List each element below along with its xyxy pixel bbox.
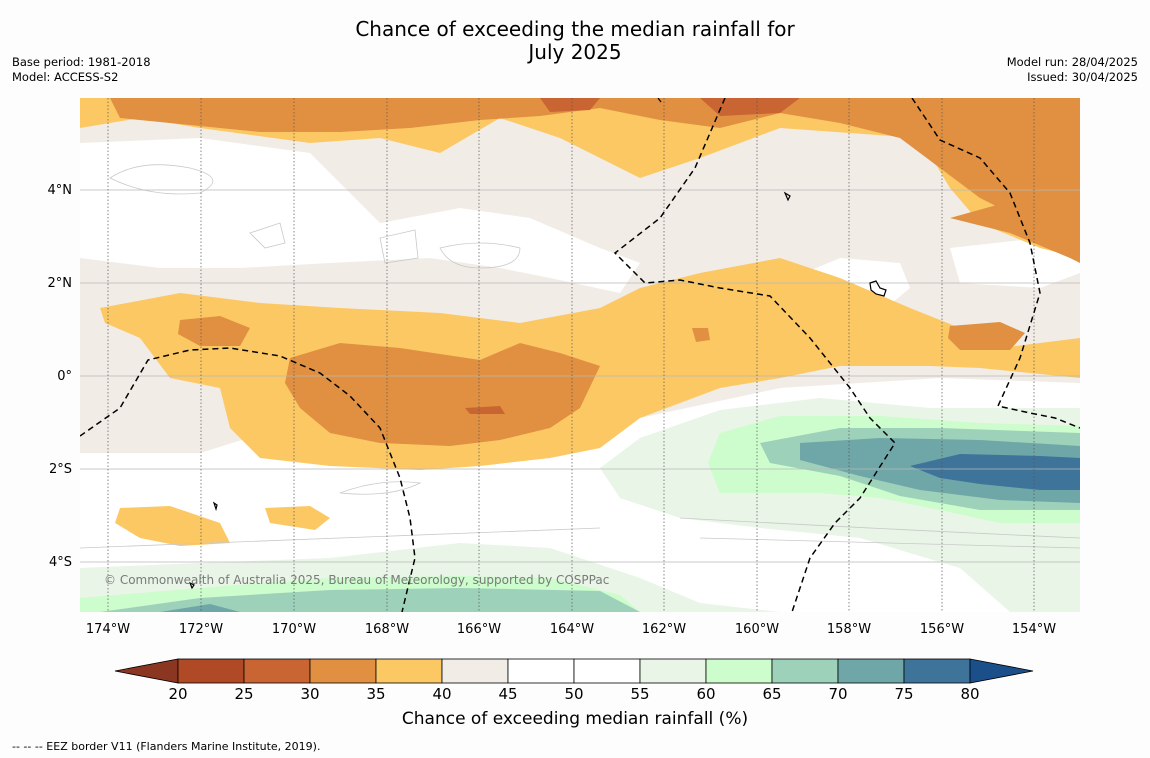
cbar-tick-80: 80 xyxy=(960,685,980,703)
cbar-tick-40: 40 xyxy=(432,685,452,703)
longitude-lines xyxy=(107,98,1035,612)
colorbar-over-arrow xyxy=(969,658,1034,684)
zone-70-75-sw xyxy=(160,604,240,612)
map-title: Chance of exceeding the median rainfall … xyxy=(0,18,1150,64)
zone-45-55-east2 xyxy=(950,238,1080,288)
lon-label-170w: 170°W xyxy=(271,622,317,637)
colorbar xyxy=(114,657,1038,689)
colorbar-segment xyxy=(639,658,707,684)
colorbar-segment xyxy=(903,658,971,684)
cbar-tick-45: 45 xyxy=(498,685,518,703)
zone-30-35-small xyxy=(692,328,710,342)
base-period: Base period: 1981-2018 xyxy=(12,55,151,69)
cbar-tick-50: 50 xyxy=(564,685,584,703)
colorbar-graphic xyxy=(114,658,1034,684)
colorbar-segment xyxy=(375,658,443,684)
colorbar-segment xyxy=(441,658,509,684)
lon-label-160w: 160°W xyxy=(734,622,780,637)
zone-25-30-b xyxy=(700,98,800,116)
zone-35-40-patch2 xyxy=(265,506,330,530)
colorbar-segment xyxy=(309,658,377,684)
colorbar-segment xyxy=(837,658,905,684)
title-line-1: Chance of exceeding the median rainfall … xyxy=(355,17,795,41)
eez-footnote: -- -- -- EEZ border V11 (Flanders Marine… xyxy=(12,740,321,753)
islands xyxy=(188,98,887,590)
meta-right: Model run: 28/04/2025 Issued: 30/04/2025 xyxy=(1007,55,1138,85)
title-line-2: July 2025 xyxy=(528,40,622,64)
zone-75-80 xyxy=(910,454,1080,490)
zone-65-70-sw xyxy=(100,588,640,612)
contour-lines xyxy=(80,164,1080,549)
cbar-tick-70: 70 xyxy=(828,685,848,703)
cbar-tick-55: 55 xyxy=(630,685,650,703)
copyright-notice: © Commonwealth of Australia 2025, Bureau… xyxy=(104,573,610,587)
zone-35-40-north xyxy=(80,98,1080,258)
lon-label-166w: 166°W xyxy=(456,622,502,637)
zone-30-35-north xyxy=(110,98,1080,238)
lat-label-2s: 2°S xyxy=(48,462,72,477)
zone-30-35-central xyxy=(285,343,600,446)
cbar-tick-35: 35 xyxy=(366,685,386,703)
colorbar-segment xyxy=(771,658,839,684)
colorbar-segment xyxy=(243,658,311,684)
zone-30-35-west xyxy=(178,316,250,346)
lon-label-156w: 156°W xyxy=(919,622,965,637)
colorbar-segment xyxy=(507,658,575,684)
colorbar-title: Chance of exceeding median rainfall (%) xyxy=(401,709,749,729)
colorbar-under-arrow xyxy=(114,658,179,684)
rainfall-map xyxy=(80,98,1080,612)
zone-25-30-c xyxy=(465,406,505,414)
lon-label-162w: 162°W xyxy=(641,622,687,637)
eez-borders xyxy=(80,98,1080,612)
cbar-tick-65: 65 xyxy=(762,685,782,703)
lat-label-0: 0° xyxy=(57,369,72,384)
cbar-tick-20: 20 xyxy=(168,685,188,703)
zone-30-35-ne xyxy=(950,193,1080,263)
model-name: Model: ACCESS-S2 xyxy=(12,70,119,84)
colorbar-segment xyxy=(705,658,773,684)
lon-label-168w: 168°W xyxy=(364,622,410,637)
colorbar-segment xyxy=(573,658,641,684)
lon-label-174w: 174°W xyxy=(85,622,131,637)
cbar-tick-25: 25 xyxy=(234,685,254,703)
cbar-tick-30: 30 xyxy=(300,685,320,703)
lat-label-4n: 4°N xyxy=(47,183,73,198)
zone-45-55-north xyxy=(80,138,640,293)
lat-label-4s: 4°S xyxy=(48,555,72,570)
lon-label-158w: 158°W xyxy=(826,622,872,637)
lon-label-164w: 164°W xyxy=(549,622,595,637)
zone-25-30-a xyxy=(540,98,600,112)
lat-label-2n: 2°N xyxy=(47,276,73,291)
cbar-tick-75: 75 xyxy=(894,685,914,703)
model-run: Model run: 28/04/2025 xyxy=(1006,55,1138,69)
lon-label-154w: 154°W xyxy=(1011,622,1057,637)
cbar-tick-60: 60 xyxy=(696,685,716,703)
colorbar-segment xyxy=(177,658,245,684)
meta-left: Base period: 1981-2018 Model: ACCESS-S2 xyxy=(12,55,151,85)
lon-label-172w: 172°W xyxy=(178,622,224,637)
latitude-lines xyxy=(80,189,1080,563)
map-plot-area xyxy=(80,98,1080,612)
issued-date: Issued: 30/04/2025 xyxy=(1027,70,1138,84)
zone-30-35-east xyxy=(948,322,1025,350)
